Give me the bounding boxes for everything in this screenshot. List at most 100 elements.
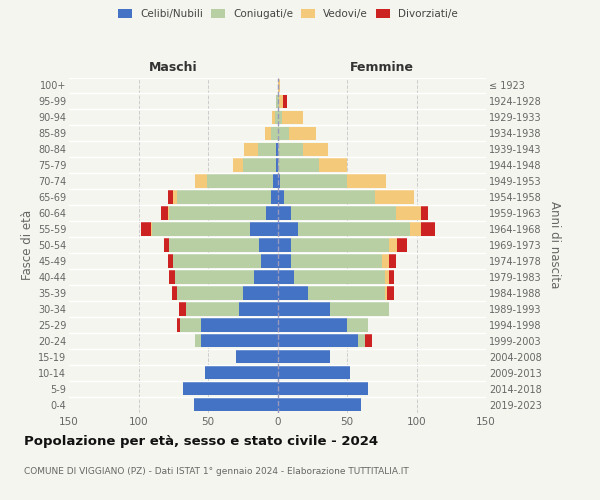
- Bar: [410, 222, 421, 236]
- Bar: [167, 254, 173, 268]
- Bar: [279, 94, 283, 108]
- Bar: [236, 350, 277, 364]
- Bar: [201, 334, 277, 347]
- Bar: [277, 78, 280, 92]
- Bar: [178, 190, 271, 204]
- Text: COMUNE DI VIGGIANO (PZ) - Dati ISTAT 1° gennaio 2024 - Elaborazione TUTTITALIA.I: COMUNE DI VIGGIANO (PZ) - Dati ISTAT 1° …: [24, 468, 409, 476]
- Bar: [319, 158, 347, 172]
- Bar: [358, 334, 365, 347]
- Bar: [172, 286, 178, 300]
- Bar: [277, 94, 279, 108]
- Bar: [233, 158, 243, 172]
- Bar: [284, 190, 375, 204]
- Bar: [178, 318, 180, 332]
- Bar: [277, 366, 350, 380]
- Bar: [277, 318, 347, 332]
- Bar: [167, 206, 169, 220]
- Bar: [385, 270, 389, 283]
- Bar: [277, 190, 284, 204]
- Bar: [254, 270, 277, 283]
- Text: Popolazione per età, sesso e stato civile - 2024: Popolazione per età, sesso e stato civil…: [24, 435, 378, 448]
- Bar: [277, 302, 331, 316]
- Bar: [201, 318, 277, 332]
- Bar: [141, 222, 151, 236]
- Bar: [277, 350, 331, 364]
- Bar: [277, 382, 368, 396]
- Bar: [169, 206, 266, 220]
- Bar: [266, 206, 277, 220]
- Bar: [281, 110, 302, 124]
- Bar: [388, 286, 394, 300]
- Bar: [292, 254, 382, 268]
- Bar: [277, 286, 308, 300]
- Bar: [365, 334, 372, 347]
- Bar: [244, 142, 258, 156]
- Bar: [272, 110, 275, 124]
- Text: Maschi: Maschi: [149, 62, 197, 74]
- Bar: [196, 334, 201, 347]
- Bar: [294, 270, 385, 283]
- Bar: [271, 190, 277, 204]
- Bar: [302, 142, 328, 156]
- Bar: [280, 174, 347, 188]
- Bar: [277, 110, 281, 124]
- Bar: [274, 174, 277, 188]
- Bar: [173, 254, 261, 268]
- Bar: [169, 238, 259, 252]
- Bar: [389, 270, 394, 283]
- Text: Femmine: Femmine: [350, 62, 414, 74]
- Bar: [183, 382, 277, 396]
- Bar: [289, 126, 316, 140]
- Bar: [277, 270, 294, 283]
- Bar: [389, 254, 395, 268]
- Bar: [161, 206, 167, 220]
- Bar: [277, 334, 358, 347]
- Bar: [421, 206, 428, 220]
- Bar: [178, 286, 243, 300]
- Bar: [173, 190, 178, 204]
- Bar: [275, 110, 277, 124]
- Bar: [277, 142, 302, 156]
- Y-axis label: Fasce di età: Fasce di età: [20, 210, 34, 280]
- Bar: [261, 254, 277, 268]
- Bar: [243, 286, 277, 300]
- Bar: [292, 206, 395, 220]
- Bar: [397, 238, 407, 252]
- Bar: [308, 286, 385, 300]
- Bar: [243, 158, 276, 172]
- Bar: [283, 94, 287, 108]
- Bar: [277, 174, 280, 188]
- Bar: [169, 270, 175, 283]
- Bar: [331, 302, 389, 316]
- Bar: [421, 222, 434, 236]
- Bar: [259, 238, 277, 252]
- Bar: [258, 142, 276, 156]
- Bar: [389, 238, 397, 252]
- Bar: [164, 238, 169, 252]
- Bar: [239, 302, 277, 316]
- Bar: [167, 190, 173, 204]
- Bar: [175, 270, 254, 283]
- Legend: Celibi/Nubili, Coniugati/e, Vedovi/e, Divorziati/e: Celibi/Nubili, Coniugati/e, Vedovi/e, Di…: [114, 5, 462, 24]
- Bar: [277, 206, 292, 220]
- Bar: [277, 254, 292, 268]
- Bar: [186, 302, 239, 316]
- Bar: [276, 142, 277, 156]
- Bar: [375, 190, 414, 204]
- Bar: [385, 286, 388, 300]
- Bar: [179, 302, 186, 316]
- Bar: [347, 318, 368, 332]
- Bar: [196, 174, 206, 188]
- Bar: [276, 158, 277, 172]
- Bar: [151, 222, 152, 236]
- Bar: [347, 174, 386, 188]
- Y-axis label: Anni di nascita: Anni di nascita: [548, 202, 561, 288]
- Bar: [276, 94, 277, 108]
- Bar: [277, 126, 289, 140]
- Bar: [277, 158, 319, 172]
- Bar: [277, 398, 361, 411]
- Bar: [194, 398, 277, 411]
- Bar: [250, 222, 277, 236]
- Bar: [382, 254, 389, 268]
- Bar: [265, 126, 271, 140]
